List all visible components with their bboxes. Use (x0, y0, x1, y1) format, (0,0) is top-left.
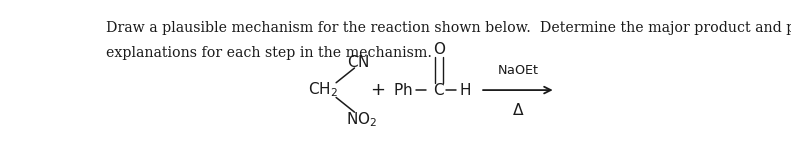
Text: $\Delta$: $\Delta$ (512, 102, 524, 119)
Text: $\mathrm{CN}$: $\mathrm{CN}$ (347, 54, 369, 70)
Text: $\mathrm{Ph}$: $\mathrm{Ph}$ (392, 82, 412, 98)
Text: $\mathrm{CH_2}$: $\mathrm{CH_2}$ (308, 81, 338, 99)
Text: $\mathrm{H}$: $\mathrm{H}$ (460, 82, 471, 98)
Text: $\mathrm{C}$: $\mathrm{C}$ (433, 82, 445, 98)
Text: $\mathrm{NaOEt}$: $\mathrm{NaOEt}$ (497, 64, 539, 77)
Text: explanations for each step in the mechanism.: explanations for each step in the mechan… (106, 46, 432, 60)
Text: $\mathrm{NO_2}$: $\mathrm{NO_2}$ (346, 110, 377, 129)
Text: $\mathrm{O}$: $\mathrm{O}$ (433, 41, 445, 57)
Text: $+$: $+$ (370, 81, 385, 99)
Text: Draw a plausible mechanism for the reaction shown below.  Determine the major pr: Draw a plausible mechanism for the react… (106, 21, 791, 35)
